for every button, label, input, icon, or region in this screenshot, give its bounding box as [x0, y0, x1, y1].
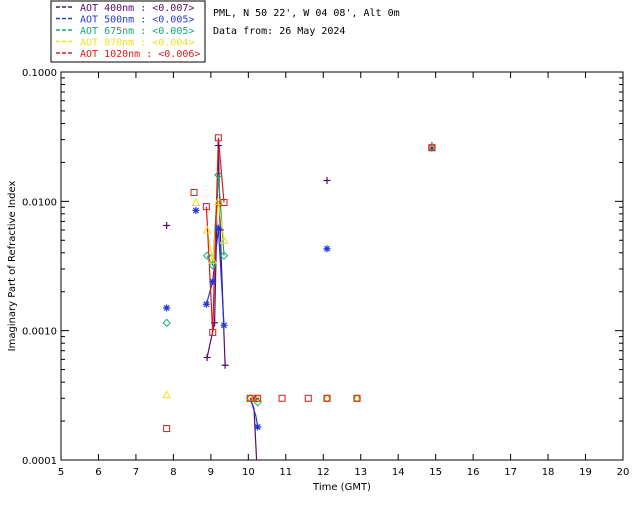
x-tick-label: 16 — [467, 467, 480, 478]
data-point-series-4 — [278, 394, 286, 402]
data-point-series-4 — [304, 394, 312, 402]
x-tick-label: 14 — [392, 467, 405, 478]
x-tick-label: 18 — [542, 467, 555, 478]
x-axis-title: Time (GMT) — [312, 482, 371, 493]
y-tick-label: 0.0001 — [22, 456, 57, 467]
data-point-series-1 — [214, 224, 222, 232]
data-point-series-0 — [211, 319, 219, 327]
x-tick-label: 10 — [242, 467, 255, 478]
data-point-series-0 — [203, 354, 211, 362]
data-point-series-1 — [323, 245, 331, 253]
data-point-series-0 — [214, 142, 222, 150]
data-point-series-0 — [323, 176, 331, 184]
data-point-series-4 — [209, 328, 217, 336]
data-point-series-1 — [163, 304, 171, 312]
x-tick-label: 17 — [504, 467, 517, 478]
x-tick-label: 19 — [579, 467, 592, 478]
legend-label: AOT 1020nm : <0.006> — [80, 49, 200, 60]
legend-label: AOT 870nm : <0.004> — [80, 38, 194, 49]
data-point-series-3 — [214, 196, 223, 205]
axis-ticks: 5 6 7 8 9 10 11 12 13 14 15 16 17 18 19 20 0.0001 0.0010 0… — [22, 68, 629, 478]
legend-label: AOT 675nm : <0.005> — [80, 26, 194, 37]
x-tick-label: 11 — [279, 467, 292, 478]
data-point-series-4 — [163, 425, 171, 433]
legend: AOT 400nm : <0.007>AOT 500nm : <0.005>AO… — [56, 3, 200, 60]
data-point-series-1 — [220, 321, 228, 329]
data-point-series-4 — [202, 203, 210, 211]
data-point-series-3 — [162, 390, 171, 399]
x-tick-label: 13 — [354, 467, 367, 478]
data-point-series-2 — [208, 261, 217, 270]
data-point-series-3 — [219, 235, 229, 244]
plot-frame — [60, 71, 624, 461]
data-point-series-1 — [209, 277, 217, 285]
x-tick-label: 12 — [317, 467, 330, 478]
data-point-series-3 — [202, 225, 212, 234]
data-point-series-2 — [202, 251, 212, 260]
series-line-4 — [205, 137, 225, 333]
data-point-series-0 — [163, 222, 171, 230]
x-tick-label: 5 — [58, 467, 64, 478]
data-point-series-4 — [214, 134, 222, 142]
data-point-series-4 — [190, 189, 198, 197]
series-line-1 — [249, 398, 259, 428]
data-markers — [162, 134, 437, 433]
site-label: PML, N 50 22', W 04 08', Alt 0m — [213, 8, 400, 19]
data-point-series-2 — [219, 251, 229, 260]
x-tick-label: 6 — [95, 467, 101, 478]
data-point-series-4 — [254, 394, 262, 402]
x-tick-label: 8 — [170, 467, 176, 478]
data-point-series-1 — [202, 300, 210, 308]
y-axis-title: Imaginary Part of Refractive Index — [7, 181, 18, 352]
data-point-series-3 — [208, 255, 218, 264]
data-point-series-4 — [220, 198, 228, 206]
data-point-series-1 — [428, 144, 436, 152]
x-tick-label: 7 — [133, 467, 139, 478]
x-tick-label: 20 — [617, 467, 630, 478]
legend-box — [50, 0, 206, 63]
x-tick-label: 9 — [208, 467, 214, 478]
data-point-series-3 — [191, 197, 201, 206]
data-point-series-4 — [323, 394, 331, 402]
data-point-series-4 — [353, 394, 361, 402]
y-tick-label: 0.0010 — [22, 327, 57, 338]
y-tick-label: 0.1000 — [22, 68, 57, 79]
series-lines — [205, 137, 259, 461]
legend-label: AOT 500nm : <0.005> — [80, 15, 194, 26]
data-point-series-1 — [192, 206, 200, 214]
date-label: Data from: 26 May 2024 — [213, 26, 345, 37]
data-point-series-1 — [254, 423, 262, 431]
data-point-series-4 — [428, 144, 436, 152]
x-tick-label: 15 — [429, 467, 442, 478]
data-point-series-2 — [214, 170, 223, 180]
data-point-series-4 — [246, 394, 254, 402]
data-point-series-0 — [221, 361, 229, 369]
legend-label: AOT 400nm : <0.007> — [80, 3, 194, 14]
y-tick-label: 0.0100 — [22, 197, 57, 208]
data-point-series-2 — [162, 318, 171, 328]
